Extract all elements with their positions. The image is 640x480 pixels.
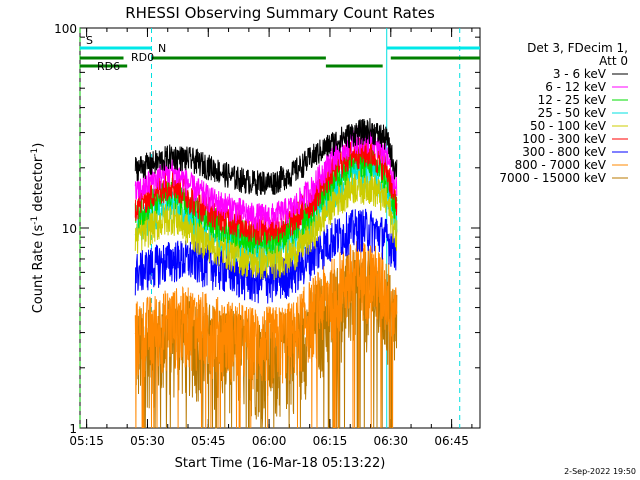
flag-label-rd0: RD0	[131, 51, 154, 64]
x-tick-label: 06:15	[313, 434, 348, 448]
y-tick-label: 100	[54, 22, 77, 36]
y-tick-label: 1	[69, 422, 77, 436]
legend-entry-label: 12 - 25 keV	[538, 93, 607, 107]
legend-entry-label: 7000 - 15000 keV	[499, 171, 606, 185]
legend-entry-label: 100 - 300 keV	[522, 132, 606, 146]
x-axis-label: Start Time (16-Mar-18 05:13:22)	[175, 456, 386, 471]
y-axis-label-sup1: -1	[30, 216, 40, 225]
y-axis-label-main: Count Rate (s	[31, 225, 46, 314]
legend-entry-label: 50 - 100 keV	[530, 119, 607, 133]
series-line	[134, 241, 398, 429]
y-axis-label-end: )	[31, 143, 46, 148]
y-tick-label: 10	[62, 222, 77, 236]
footer-date: 2-Sep-2022 19:50	[564, 467, 636, 476]
series-line	[134, 170, 398, 281]
flag-label-n: N	[158, 42, 166, 55]
legend-header-2: Att 0	[599, 54, 628, 68]
legend-entry-label: 300 - 800 keV	[522, 145, 606, 159]
x-tick-label: 06:45	[434, 434, 469, 448]
x-tick-label: 06:30	[373, 434, 408, 448]
series-line	[134, 137, 398, 246]
chart-title: RHESSI Observing Summary Count Rates	[125, 4, 435, 22]
plot-area: 1 10 100 05:15 05:30 05:45 06:00 06:15 06:30 06:4…	[54, 22, 481, 448]
legend-entry-label: 6 - 12 keV	[545, 80, 607, 94]
flag-label-s: S	[86, 34, 93, 47]
y-axis-label-sup2: -1	[30, 148, 40, 157]
x-tick-label: 05:15	[69, 434, 104, 448]
legend-entry-label: 3 - 6 keV	[553, 67, 607, 81]
flag-label-rd6: RD6	[97, 60, 120, 73]
x-tick-label: 05:30	[130, 434, 165, 448]
legend-entry-label: 800 - 7000 keV	[515, 158, 607, 172]
x-tick-label: 06:00	[252, 434, 287, 448]
y-axis-label: Count Rate (s-1 detector-1)	[30, 143, 46, 314]
series-line	[134, 118, 398, 197]
y-axis-label-mid: detector	[31, 156, 46, 216]
x-tick-label: 05:45	[191, 434, 226, 448]
legend-header-1: Det 3, FDecim 1,	[527, 41, 628, 55]
legend-entry-label: 25 - 50 keV	[538, 106, 607, 120]
